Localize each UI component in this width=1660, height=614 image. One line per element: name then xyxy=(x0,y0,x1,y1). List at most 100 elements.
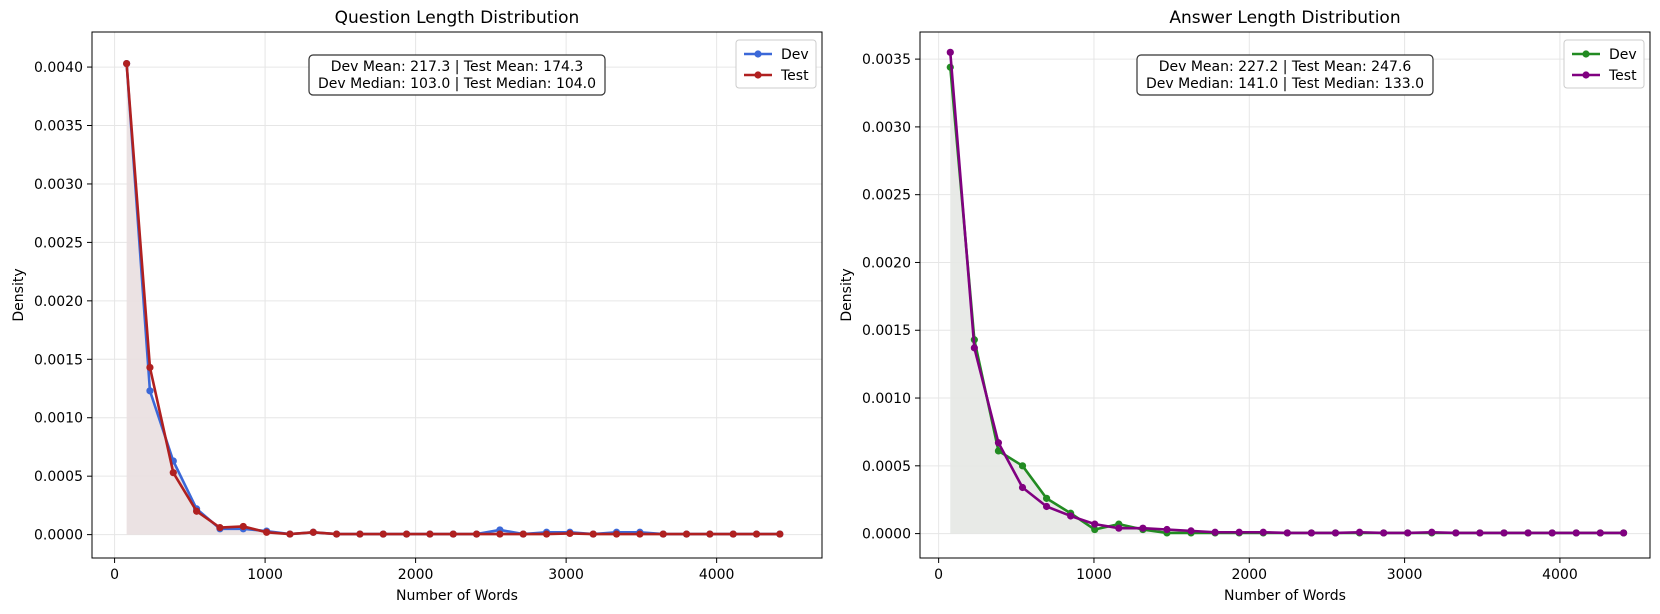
data-point xyxy=(496,530,504,538)
x-tick-label: 2000 xyxy=(398,567,434,583)
data-point xyxy=(1596,529,1604,537)
data-point xyxy=(262,528,271,536)
data-point xyxy=(1619,529,1628,537)
y-tick-label: 0.0025 xyxy=(34,235,83,251)
x-tick-label: 3000 xyxy=(1387,567,1423,583)
stats-line: Dev Mean: 227.2 | Test Mean: 247.6 xyxy=(1159,59,1412,75)
x-tick-label: 0 xyxy=(934,567,943,583)
y-tick-label: 0.0015 xyxy=(34,352,83,368)
x-tick-label: 4000 xyxy=(1542,567,1578,583)
data-point xyxy=(449,530,457,538)
data-point xyxy=(309,528,317,536)
y-tick-label: 0.0010 xyxy=(862,391,911,407)
data-point xyxy=(379,530,387,538)
x-tick-label: 1000 xyxy=(247,567,283,583)
y-tick-label: 0.0000 xyxy=(862,527,911,543)
x-tick-label: 2000 xyxy=(1231,567,1267,583)
series-test xyxy=(946,48,1628,537)
y-tick-label: 0.0010 xyxy=(34,411,83,427)
stats-box-frame xyxy=(1136,54,1434,96)
density-area xyxy=(126,63,780,535)
stats-line: Dev Median: 103.0 | Test Median: 104.0 xyxy=(318,76,596,92)
data-point xyxy=(193,507,201,515)
data-point xyxy=(1331,529,1340,537)
data-point xyxy=(239,522,247,531)
data-point xyxy=(1115,524,1123,532)
y-tick-label: 0.0005 xyxy=(862,459,911,475)
series-line xyxy=(948,67,1624,535)
data-point xyxy=(1380,529,1388,537)
data-point xyxy=(776,530,784,538)
series-dev xyxy=(123,59,784,538)
chart-panel-2: 0 1000 2000 3000 4000 0.0000 0.0005 0.0010 0.001… xyxy=(839,8,1651,604)
data-point xyxy=(1091,525,1099,534)
data-point xyxy=(1259,528,1267,536)
data-point xyxy=(1018,462,1027,470)
y-axis-label: Density xyxy=(839,268,855,321)
data-point xyxy=(402,530,411,538)
grid xyxy=(92,32,822,558)
data-point xyxy=(472,530,481,538)
plot-frame xyxy=(91,31,823,559)
data-point xyxy=(994,439,1003,447)
data-point xyxy=(589,530,597,538)
legend-label: Test xyxy=(1608,68,1637,84)
data-point xyxy=(519,530,527,538)
series-line xyxy=(948,52,1624,535)
y-axis-label: Density xyxy=(11,268,27,321)
data-point xyxy=(946,48,954,56)
data-point xyxy=(1355,528,1364,536)
data-point xyxy=(1139,524,1147,532)
data-point xyxy=(1187,527,1195,535)
legend: Dev Test xyxy=(735,39,817,89)
data-point xyxy=(1018,483,1027,492)
data-point xyxy=(1476,529,1484,537)
data-point xyxy=(682,530,691,538)
data-point xyxy=(970,344,978,352)
stats-line: Dev Median: 141.0 | Test Median: 133.0 xyxy=(1146,76,1424,92)
series-test xyxy=(123,59,784,538)
data-point xyxy=(146,387,154,395)
legend-label: Test xyxy=(780,68,809,84)
data-point xyxy=(1235,528,1243,536)
y-tick-label: 0.0040 xyxy=(34,60,83,76)
data-point xyxy=(426,530,434,538)
data-point xyxy=(994,447,1003,455)
x-tick-label: 4000 xyxy=(699,567,735,583)
legend-marker xyxy=(754,50,762,58)
x-tick-label: 0 xyxy=(110,567,119,583)
data-point xyxy=(1572,529,1580,537)
data-point xyxy=(729,530,737,538)
data-point xyxy=(1548,529,1556,537)
stats-line: Dev Mean: 217.3 | Test Mean: 174.3 xyxy=(331,59,584,75)
data-point xyxy=(659,530,667,538)
chart-title: Question Length Distribution xyxy=(335,8,580,28)
legend-marker xyxy=(754,71,762,79)
data-point xyxy=(1091,520,1099,528)
x-axis-label: Number of Words xyxy=(1224,588,1346,604)
data-point xyxy=(1500,529,1508,537)
y-tick-label: 0.0005 xyxy=(34,469,83,485)
y-tick-label: 0.0030 xyxy=(862,120,911,136)
y-tick-label: 0.0015 xyxy=(862,323,911,339)
data-point xyxy=(123,59,131,68)
data-point xyxy=(356,530,364,538)
plot-frame xyxy=(919,31,1651,559)
stats-box-frame xyxy=(308,54,606,96)
x-tick-label: 3000 xyxy=(548,567,584,583)
chart-title: Answer Length Distribution xyxy=(1169,8,1400,28)
y-tick-label: 0.0030 xyxy=(34,177,83,193)
series-line xyxy=(125,63,780,536)
data-point xyxy=(286,530,294,538)
data-point xyxy=(1452,529,1460,537)
legend-marker xyxy=(1582,71,1590,79)
data-point xyxy=(636,530,644,538)
data-point xyxy=(1283,529,1291,537)
data-point xyxy=(566,529,574,538)
data-point xyxy=(752,530,761,538)
data-point xyxy=(542,530,551,538)
data-point xyxy=(706,530,714,538)
density-area xyxy=(950,67,1624,534)
data-point xyxy=(332,530,341,538)
